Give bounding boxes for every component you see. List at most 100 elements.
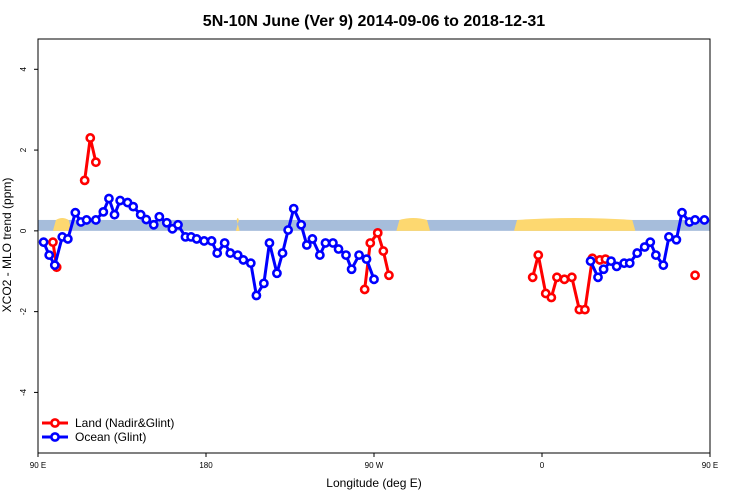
data-point-land — [580, 304, 590, 315]
data-point-ocean — [191, 234, 202, 244]
data-point-ocean — [346, 264, 357, 275]
data-point-ocean — [104, 193, 114, 204]
data-point-land — [85, 133, 96, 143]
data-point-ocean — [296, 219, 307, 230]
data-point-ocean — [314, 250, 325, 260]
data-point-ocean — [328, 238, 338, 248]
data-point-ocean — [690, 215, 700, 225]
data-point-ocean — [264, 238, 275, 248]
x-axis-label: Longitude (deg E) — [326, 476, 421, 490]
data-point-ocean — [238, 255, 249, 265]
data-point-land — [566, 272, 577, 283]
data-point-land — [546, 292, 557, 303]
y-tick-label: -2 — [19, 308, 28, 316]
data-point-ocean — [161, 217, 172, 228]
x-tick-label: 90 W — [365, 461, 384, 470]
y-tick-label: 0 — [19, 228, 28, 233]
data-point-ocean — [598, 264, 609, 275]
data-point-land — [48, 237, 58, 248]
data-point-ocean — [225, 248, 236, 258]
data-point-ocean — [258, 278, 269, 289]
data-point-ocean — [199, 236, 210, 246]
land-band-patch — [396, 217, 430, 231]
data-point-ocean — [307, 234, 318, 244]
data-point-ocean — [245, 258, 256, 269]
data-point-ocean — [341, 250, 351, 260]
data-point-ocean — [141, 214, 152, 225]
data-point-ocean — [38, 237, 49, 248]
data-point-ocean — [593, 272, 603, 283]
data-point-land — [552, 272, 562, 283]
data-point-ocean — [632, 248, 643, 258]
legend-label: Land (Nadir&Glint) — [75, 416, 174, 430]
data-point-ocean — [98, 206, 109, 217]
data-point-ocean — [70, 207, 81, 218]
data-point-ocean — [369, 274, 379, 285]
data-point-ocean — [154, 211, 165, 222]
data-point-ocean — [333, 244, 344, 254]
legend-marker — [50, 418, 60, 428]
x-tick-label: 0 — [540, 461, 545, 470]
data-point-land — [359, 284, 370, 295]
land-band-patch — [514, 217, 636, 231]
data-point-ocean — [677, 207, 687, 218]
chart-title: 5N-10N June (Ver 9) 2014-09-06 to 2018-1… — [203, 13, 546, 30]
data-point-ocean — [361, 254, 372, 265]
land-band-patch — [235, 217, 240, 231]
data-point-ocean — [81, 215, 92, 225]
data-point-land — [378, 246, 389, 256]
data-point-land — [690, 270, 700, 281]
data-point-ocean — [115, 195, 126, 206]
land-band-patch — [52, 217, 72, 231]
data-point-land — [90, 157, 101, 168]
data-point-ocean — [62, 234, 73, 244]
ocean-band — [38, 219, 710, 231]
data-point-land — [365, 238, 376, 248]
data-point-land — [384, 270, 394, 281]
data-point-ocean — [611, 261, 622, 272]
data-point-ocean — [272, 268, 282, 279]
x-tick-label: 90 E — [702, 461, 718, 470]
x-tick-label: 90 E — [30, 461, 46, 470]
data-point-ocean — [650, 250, 661, 260]
data-point-ocean — [606, 256, 616, 267]
data-point-land — [79, 175, 90, 186]
data-point-ocean — [277, 248, 288, 258]
data-point-ocean — [173, 219, 183, 230]
y-axis-label: XCO2 - MLO trend (ppm) — [0, 178, 14, 313]
data-point-ocean — [206, 236, 217, 246]
data-point-ocean — [44, 250, 55, 260]
data-point-ocean — [90, 215, 101, 225]
data-point-ocean — [283, 225, 294, 235]
data-point-ocean — [219, 238, 230, 248]
data-point-ocean — [671, 234, 682, 245]
data-point-ocean — [354, 250, 364, 260]
data-point-ocean — [128, 201, 139, 212]
data-point-ocean — [148, 219, 159, 230]
data-point-ocean — [585, 256, 596, 267]
legend: Land (Nadir&Glint)Ocean (Glint) — [42, 416, 174, 444]
legend-marker — [50, 432, 60, 442]
y-tick-label: 2 — [19, 147, 28, 152]
data-point-ocean — [320, 238, 331, 248]
data-point-land — [559, 274, 570, 285]
y-tick-label: -4 — [19, 388, 28, 396]
data-point-land — [527, 272, 538, 283]
legend-label: Ocean (Glint) — [75, 430, 146, 444]
data-point-ocean — [49, 260, 60, 271]
data-point-ocean — [699, 215, 710, 225]
data-point-land — [372, 227, 383, 238]
x-tick-label: 180 — [199, 461, 213, 470]
data-point-ocean — [301, 240, 312, 250]
data-point-ocean — [624, 258, 635, 269]
y-tick-label: 4 — [19, 67, 28, 72]
data-point-ocean — [109, 209, 120, 220]
data-point-ocean — [288, 203, 299, 214]
data-point-ocean — [212, 248, 223, 258]
data-point-ocean — [645, 237, 656, 248]
data-point-ocean — [658, 260, 669, 271]
data-point-ocean — [251, 290, 262, 301]
data-point-ocean — [664, 232, 674, 242]
data-point-land — [533, 250, 544, 260]
